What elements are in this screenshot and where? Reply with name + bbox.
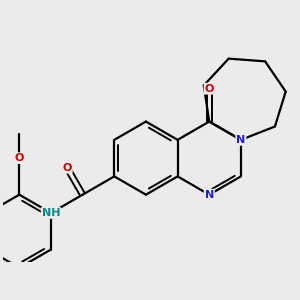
Text: N: N (236, 135, 245, 145)
Text: O: O (62, 163, 72, 173)
Text: O: O (205, 84, 214, 94)
Text: N: N (205, 190, 214, 200)
Text: O: O (15, 153, 24, 163)
Text: NH: NH (42, 208, 60, 218)
